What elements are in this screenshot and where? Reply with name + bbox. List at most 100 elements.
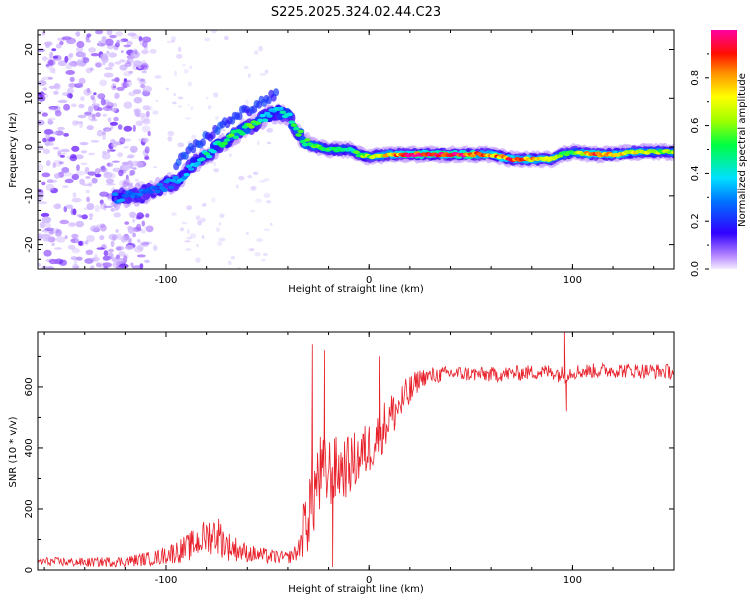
spectrogram-noise-blob [263, 228, 270, 231]
spectrogram-noise-blob [97, 40, 102, 46]
spectrogram-noise-blob [178, 46, 182, 53]
spectrogram-noise-blob [127, 154, 135, 158]
spectrogram-noise-blob [84, 240, 89, 245]
spectrogram-noise-blob [67, 222, 76, 228]
spectrogram-noise-blob [266, 141, 272, 145]
spectrogram-noise-blob [133, 60, 143, 68]
spectrogram-noise-blob [124, 62, 132, 67]
spectrogram-noise-blob [42, 238, 52, 242]
spectrogram-noise-blob [170, 36, 176, 41]
spectrogram-noise-blob [59, 155, 65, 158]
spectrogram-noise-blob [204, 37, 211, 42]
spectrogram-noise-blob [38, 143, 42, 146]
spectrogram-noise-blob [38, 201, 48, 205]
spectrogram-noise-blob [255, 198, 262, 203]
spectrogram-noise-blob [94, 173, 102, 178]
spectrogram-noise-blob [177, 105, 182, 108]
spectrogram-noise-blob [213, 161, 217, 167]
spectrogram-noise-blob [41, 172, 51, 178]
spectrogram-noise-blob [41, 57, 51, 60]
spectrogram-noise-blob [97, 93, 106, 100]
spectrogram-noise-blob [38, 234, 43, 240]
spectrogram-noise-blob [125, 245, 134, 250]
spectrogram-noise-blob [43, 249, 52, 257]
spectrogram-noise-blob [41, 77, 45, 84]
spectrogram-noise-blob [85, 176, 91, 179]
spectrogram-noise-blob [144, 155, 149, 160]
spectrogram-xtick-label: -100 [155, 275, 178, 286]
spectrogram-ridge-cell [200, 138, 206, 147]
spectrogram-noise-blob [65, 204, 74, 209]
spectrogram-noise-blob [249, 248, 255, 252]
spectrogram-noise-blob [48, 258, 59, 265]
spectrogram-noise-blob [86, 203, 95, 210]
spectrogram-noise-blob [72, 120, 79, 126]
spectrogram-ridge-cell [188, 167, 195, 171]
spectrogram-noise-blob [113, 116, 119, 122]
spectrogram-noise-blob [108, 248, 114, 253]
spectrogram-noise-blob [71, 263, 79, 269]
spectrogram-noise-blob [84, 111, 92, 116]
colorbar-tick-label: 0.4 [690, 165, 701, 181]
spectrogram-noise-blob [65, 64, 73, 70]
spectrogram-noise-blob [217, 240, 223, 247]
spectrogram-noise-blob [140, 241, 150, 246]
spectrogram-noise-blob [155, 99, 159, 102]
spectrogram-noise-blob [201, 235, 205, 239]
spectrogram-noise-blob [142, 137, 149, 143]
spectrogram-ridge-cell [259, 113, 266, 118]
colorbar-tick-label: 0.2 [690, 213, 701, 229]
spectrogram-noise-blob [125, 79, 133, 88]
spectrogram-noise-blob [41, 181, 46, 186]
spectrogram-noise-blob [70, 256, 78, 261]
spectrogram-noise-blob [102, 262, 112, 268]
spectrogram-noise-blob [39, 221, 46, 229]
spectrogram-noise-blob [131, 265, 142, 269]
spectrogram-noise-blob [57, 150, 62, 157]
spectrogram-noise-blob [93, 92, 97, 96]
spectrogram-noise-blob [104, 205, 113, 208]
spectrogram-noise-blob [71, 197, 82, 203]
colorbar-gradient [711, 30, 737, 269]
spectrogram-noise-blob [67, 87, 74, 95]
spectrogram-noise-blob [144, 226, 151, 230]
spectrogram-noise-blob [147, 130, 151, 137]
spectrogram-noise-blob [78, 103, 85, 109]
spectrogram-noise-blob [42, 137, 47, 143]
spectrogram-noise-blob [127, 226, 135, 234]
spectrogram-ylabel: Frequency (Hz) [8, 112, 19, 188]
spectrogram-noise-blob [75, 121, 83, 124]
spectrogram-noise-blob [149, 48, 157, 54]
spectrogram-noise-blob [258, 180, 266, 183]
spectrogram-noise-blob [52, 67, 56, 74]
spectrogram-noise-blob [70, 208, 74, 216]
spectrogram-noise-blob [141, 70, 147, 74]
spectrogram-ridge-cell [183, 172, 190, 177]
snr-xtick-label: 100 [563, 575, 582, 586]
spectrogram-noise-blob [61, 36, 72, 40]
spectrogram-noise-blob [263, 253, 268, 256]
spectrogram-noise-blob [94, 204, 101, 213]
spectrogram-ridge-cell [236, 112, 243, 121]
spectrogram-noise-blob [90, 95, 95, 100]
spectrogram-noise-blob [115, 31, 124, 37]
spectrogram-noise-blob [123, 145, 129, 149]
spectrogram-ridge-cell [210, 149, 217, 154]
spectrogram-noise-blob [142, 85, 153, 93]
spectrogram-noise-blob [132, 48, 138, 54]
spectrogram-noise-blob [266, 127, 274, 133]
spectrogram-noise-blob [166, 40, 172, 44]
spectrogram-noise-blob [140, 229, 146, 234]
spectrogram-noise-blob [261, 258, 266, 262]
spectrogram-noise-blob [141, 220, 146, 227]
spectrogram-noise-blob [190, 106, 194, 111]
spectrogram-noise-blob [130, 262, 134, 267]
spectrogram-noise-blob [133, 96, 143, 104]
spectrogram-noise-blob [47, 118, 52, 125]
spectrogram-ridge-cell [136, 192, 143, 197]
spectrogram-noise-blob [67, 53, 72, 62]
spectrogram-noise-blob [76, 164, 80, 172]
spectrogram-noise-blob [52, 55, 59, 59]
snr-series [38, 332, 674, 568]
spectrogram-noise-blob [236, 184, 239, 189]
